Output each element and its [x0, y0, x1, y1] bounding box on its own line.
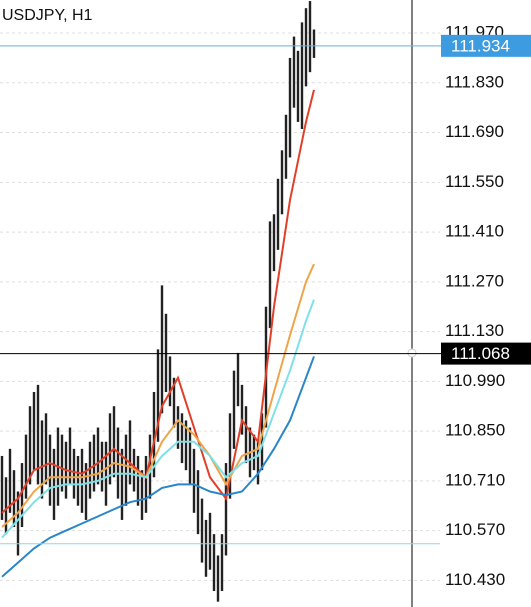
- candle: [28, 406, 32, 485]
- price-tag: [441, 342, 531, 365]
- candle: [300, 22, 304, 130]
- candle: [108, 413, 112, 485]
- candle: [164, 313, 168, 392]
- candle: [84, 463, 88, 520]
- y-tick-label: 110.570: [445, 520, 505, 539]
- candle: [268, 221, 272, 329]
- candle: [104, 441, 108, 506]
- candle: [24, 434, 28, 499]
- candle: [128, 420, 132, 485]
- candle: [200, 498, 204, 563]
- crosshair-dot: [407, 348, 417, 358]
- candle: [36, 384, 40, 485]
- candle: [192, 448, 196, 513]
- candle: [244, 406, 248, 464]
- candle: [256, 441, 260, 485]
- candle: [224, 463, 228, 556]
- candle: [228, 413, 232, 499]
- y-tick-label: 110.430: [445, 570, 505, 589]
- candle: [296, 50, 300, 122]
- candle: [44, 413, 48, 485]
- candle: [196, 470, 200, 535]
- candle: [120, 448, 124, 520]
- y-tick-label: 110.710: [445, 470, 505, 489]
- candle: [136, 455, 140, 506]
- candle: [96, 427, 100, 485]
- candle: [208, 512, 212, 570]
- candle: [260, 413, 264, 471]
- price-tag-label: 111.068: [451, 344, 510, 363]
- candle: [4, 477, 8, 535]
- candle: [68, 427, 72, 485]
- price-tag-label: 111.934: [451, 36, 510, 55]
- candle: [60, 434, 64, 492]
- candle: [112, 406, 116, 478]
- chart-title: USDJPY, H1: [2, 7, 93, 24]
- candle: [240, 384, 244, 435]
- candle: [180, 413, 184, 464]
- candle: [0, 455, 4, 520]
- candle: [8, 448, 12, 513]
- y-tick-label: 111.270: [445, 271, 504, 290]
- candle: [272, 214, 276, 272]
- candle: [276, 178, 280, 250]
- candle: [204, 519, 208, 577]
- candle: [160, 285, 164, 414]
- candle: [168, 356, 172, 407]
- candle: [12, 470, 16, 528]
- candle: [308, 1, 312, 73]
- candle: [172, 377, 176, 428]
- y-tick-label: 111.830: [445, 72, 504, 91]
- candle: [156, 349, 160, 442]
- candle: [20, 463, 24, 528]
- candle: [152, 391, 156, 478]
- candle: [312, 29, 316, 58]
- candle: [284, 114, 288, 179]
- candle: [52, 448, 56, 520]
- candle: [72, 448, 76, 499]
- candle: [40, 420, 44, 499]
- candle: [80, 448, 84, 513]
- candle: [144, 455, 148, 513]
- y-tick-label: 111.550: [445, 172, 504, 191]
- candle: [212, 534, 216, 592]
- candle: [304, 8, 308, 87]
- candle: [288, 57, 292, 158]
- candle: [176, 406, 180, 449]
- y-tick-label: 111.130: [445, 321, 504, 340]
- y-tick-label: 110.990: [445, 371, 505, 390]
- candle: [292, 36, 296, 108]
- candle: [88, 441, 92, 499]
- candle: [188, 427, 192, 485]
- candle: [236, 352, 240, 407]
- y-tick-label: 111.690: [445, 122, 504, 141]
- candle: [76, 455, 80, 506]
- candle: [92, 434, 96, 492]
- candle: [252, 434, 256, 471]
- candle: [220, 534, 224, 592]
- moving-average: [1, 263, 315, 528]
- candle: [140, 470, 144, 520]
- candle: [32, 391, 36, 471]
- candle: [48, 434, 52, 506]
- candle: [16, 491, 20, 556]
- price-tag: [441, 34, 531, 57]
- candle: [216, 555, 220, 602]
- moving-average: [1, 89, 315, 514]
- y-tick-label: 110.850: [445, 421, 505, 440]
- moving-average: [1, 356, 315, 578]
- moving-average: [1, 299, 315, 539]
- candle: [184, 420, 188, 471]
- candle: [232, 370, 236, 449]
- candle: [280, 150, 284, 215]
- y-tick-label: 111.410: [445, 222, 504, 241]
- candle: [124, 434, 128, 506]
- candle: [100, 441, 104, 492]
